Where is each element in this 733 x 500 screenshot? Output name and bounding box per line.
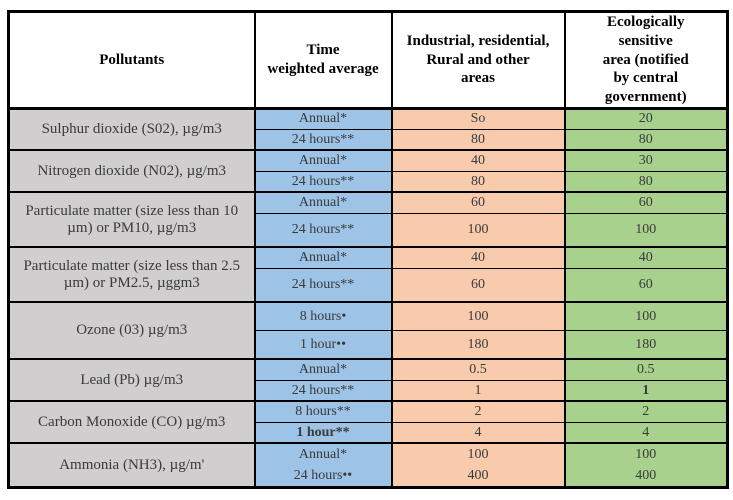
- industrial-cell: 0.5: [390, 358, 565, 381]
- header-line: weighted average: [267, 60, 379, 77]
- header-industrial-areas: Industrial, residential, Rural and other a…: [390, 11, 565, 110]
- time-cell: 24 hours**: [253, 212, 392, 248]
- header-line: Time: [306, 42, 340, 59]
- ecological-cell: 1: [563, 379, 728, 402]
- ecological-cell: 100 400: [563, 442, 728, 489]
- pollutant-cell: Lead (Pb) µg/m3: [8, 358, 255, 402]
- table-row: 24 hours** 60 60: [9, 267, 728, 303]
- ecological-cell: 40: [563, 246, 728, 269]
- time-cell: 24 hours**: [253, 128, 392, 151]
- table-body: Sulphur dioxide (S02), µg/m3 Annual* So 20 2…: [8, 107, 728, 489]
- pollutant-cell: Particulate matter (size less than 10 µm…: [8, 191, 255, 248]
- header-line: government): [604, 89, 687, 105]
- pollutant-cell: Carbon Monoxide (CO) µg/m3: [8, 400, 255, 444]
- table-row: Ozone (03) µg/m3 8 hours• 100 100: [8, 301, 728, 360]
- ecological-cell: 80: [563, 170, 728, 193]
- ecological-cell: 4: [563, 421, 728, 444]
- ecological-value: 100: [635, 447, 657, 463]
- industrial-value: 400: [467, 468, 489, 484]
- header-line: areas: [461, 70, 495, 87]
- table-row: 24 hours** 80 80: [9, 128, 728, 151]
- table-row: Particulate matter (size less than 2.5 µ…: [8, 246, 728, 303]
- table-row: Sulphur dioxide (S02), µg/m3 Annual* So 20: [8, 107, 728, 151]
- industrial-cell: 40: [390, 246, 565, 269]
- table-row: Lead (Pb) µg/m3 Annual* 0.5 0.5: [8, 358, 728, 402]
- industrial-cell: 60: [390, 191, 565, 214]
- time-cell: 1 hour••: [253, 329, 392, 360]
- industrial-cell: 180: [390, 329, 565, 360]
- time-value: 24 hours••: [293, 468, 353, 484]
- ecological-cell: 100: [563, 301, 728, 331]
- industrial-cell: 2: [390, 400, 565, 423]
- table-row: 24 hours** 1 1: [9, 379, 728, 402]
- ecological-cell: 60: [563, 191, 728, 214]
- header-pollutants: Pollutants: [8, 11, 255, 110]
- ecological-cell: 80: [563, 128, 728, 151]
- table-header: Pollutants Time weighted average Industri…: [8, 11, 728, 110]
- industrial-cell: 4: [390, 421, 565, 444]
- table-row: 24 hours** 80 80: [9, 170, 728, 193]
- table-row: Ammonia (NH3), µg/m' Annual* 24 hours•• 100…: [8, 442, 728, 489]
- time-cell: Annual*: [253, 149, 392, 172]
- header-time-weighted-average: Time weighted average: [253, 11, 392, 110]
- industrial-value: 100: [467, 447, 489, 463]
- time-cell: 8 hours**: [253, 400, 392, 423]
- industrial-cell: So: [390, 107, 565, 130]
- header-line: sensitive: [618, 32, 673, 49]
- time-cell: Annual*: [253, 246, 392, 269]
- industrial-cell: 100 400: [390, 442, 565, 489]
- header-line: Ecologically: [607, 14, 685, 30]
- time-cell: 24 hours**: [253, 267, 392, 303]
- ecological-cell: 30: [563, 149, 728, 172]
- table-row: 24 hours** 100 100: [9, 212, 728, 248]
- time-cell: 24 hours**: [253, 379, 392, 402]
- pollutant-cell: Sulphur dioxide (S02), µg/m3: [8, 107, 255, 151]
- time-cell: Annual* 24 hours••: [253, 442, 392, 489]
- ecological-cell: 2: [563, 400, 728, 423]
- industrial-cell: 1: [390, 379, 565, 402]
- time-cell: 24 hours**: [253, 170, 392, 193]
- header-row: Pollutants Time weighted average Industri…: [8, 11, 728, 110]
- time-cell: Annual*: [253, 191, 392, 214]
- ecological-cell: 100: [563, 212, 728, 248]
- pollutant-cell: Particulate matter (size less than 2.5 µ…: [8, 246, 255, 303]
- header-ecological-area: Ecologically sensitive area (notified by ce…: [563, 11, 728, 110]
- ecological-cell: 180: [563, 329, 728, 360]
- pollutant-cell: Ozone (03) µg/m3: [8, 301, 255, 360]
- pollutant-cell: Ammonia (NH3), µg/m': [8, 442, 255, 489]
- time-cell: Annual*: [253, 107, 392, 130]
- ecological-cell: 20: [563, 107, 728, 130]
- industrial-cell: 100: [390, 212, 565, 248]
- time-cell: 8 hours•: [253, 301, 392, 331]
- industrial-cell: 100: [390, 301, 565, 331]
- header-line: Industrial, residential,: [406, 32, 550, 49]
- ecological-cell: 60: [563, 267, 728, 303]
- ecological-value: 400: [635, 468, 657, 484]
- time-cell: 1 hour**: [253, 421, 392, 444]
- air-quality-standards-table: Pollutants Time weighted average Industri…: [7, 10, 729, 490]
- table-row: 1 hour•• 180 180: [9, 329, 728, 360]
- industrial-cell: 80: [390, 170, 565, 193]
- table-row: Carbon Monoxide (CO) µg/m3 8 hours** 2 2: [8, 400, 728, 444]
- table-row: Nitrogen dioxide (N02), µg/m3 Annual* 40 30: [8, 149, 728, 193]
- table-row: Particulate matter (size less than 10 µm…: [8, 191, 728, 248]
- header-line: Rural and other: [426, 51, 530, 68]
- industrial-cell: 80: [390, 128, 565, 151]
- header-line: area (notified: [602, 51, 689, 68]
- header-line: Pollutants: [99, 51, 165, 68]
- header-line: by central: [613, 70, 679, 87]
- industrial-cell: 60: [390, 267, 565, 303]
- ecological-cell: 0.5: [563, 358, 728, 381]
- pollutant-cell: Nitrogen dioxide (N02), µg/m3: [8, 149, 255, 193]
- time-value: Annual*: [298, 447, 348, 463]
- industrial-cell: 40: [390, 149, 565, 172]
- time-cell: Annual*: [253, 358, 392, 381]
